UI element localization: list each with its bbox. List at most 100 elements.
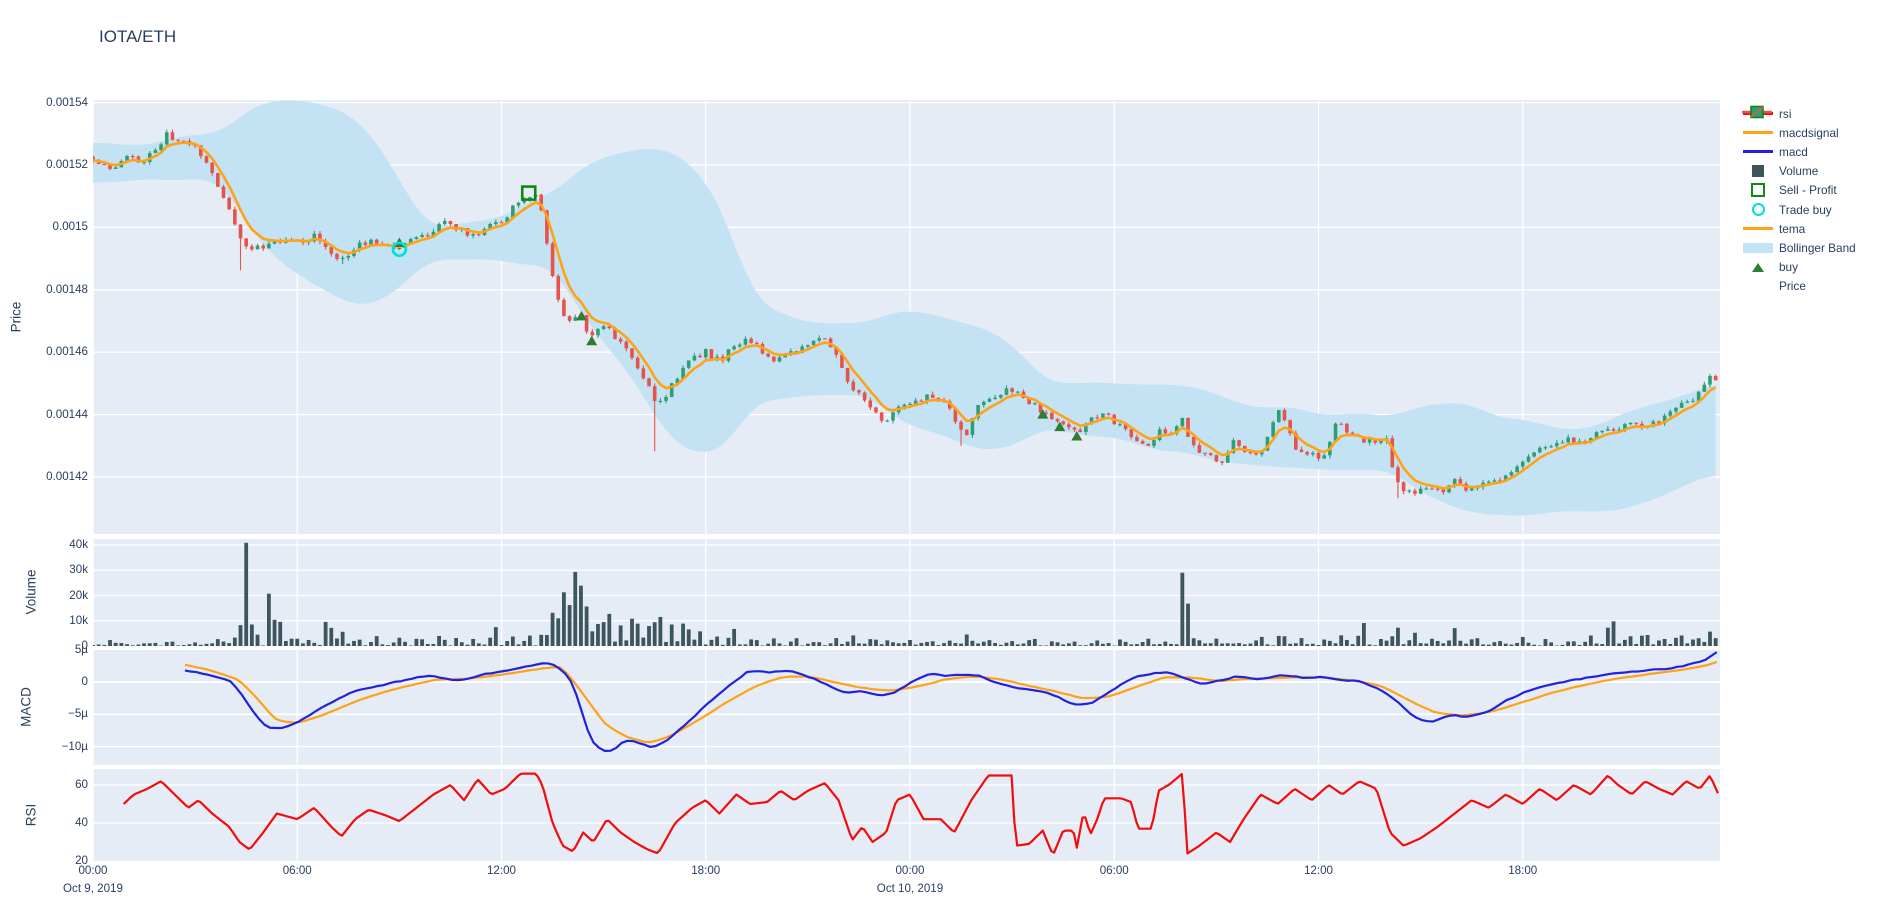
macd-panel[interactable] — [93, 650, 1720, 765]
candle-body — [1674, 407, 1678, 412]
sell-profit-marker[interactable] — [520, 185, 537, 201]
candle-body — [1305, 452, 1309, 455]
candle-body — [431, 231, 436, 236]
volume-bar — [754, 640, 759, 646]
bollinger-band-area — [93, 100, 1716, 516]
legend-item-volume[interactable]: Volume — [1742, 162, 1856, 181]
candle-body — [1367, 439, 1372, 443]
candle-body — [607, 326, 612, 329]
candle-body — [312, 233, 317, 242]
volume-panel[interactable] — [93, 539, 1720, 646]
macd-tick-label: 0 — [81, 675, 88, 688]
x-tick-label: 18:00 — [691, 864, 721, 877]
volume-bar — [579, 585, 583, 646]
rsi-panel[interactable] — [93, 769, 1720, 861]
candle-body — [823, 338, 827, 340]
legend-item-price[interactable]: Price — [1742, 105, 1856, 296]
buy-marker[interactable] — [1071, 430, 1083, 441]
volume-bar — [142, 643, 146, 646]
volume-bar — [227, 643, 232, 646]
candle-body — [93, 156, 95, 161]
candle-body — [692, 355, 697, 361]
candle-body — [1095, 417, 1100, 419]
legend-item-buy[interactable]: buy — [1742, 258, 1856, 277]
buy-marker[interactable] — [576, 310, 588, 321]
volume-bar — [1413, 632, 1417, 646]
volume-bar — [527, 635, 532, 646]
candle-body — [1430, 488, 1434, 490]
volume-bar — [1333, 643, 1338, 646]
volume-bar — [176, 645, 181, 646]
candle-body — [1010, 388, 1014, 392]
volume-bar — [987, 640, 992, 646]
buy-marker[interactable] — [1054, 421, 1066, 432]
volume-bar — [1327, 640, 1332, 646]
volume-bar — [193, 642, 198, 646]
buy-marker[interactable] — [586, 335, 598, 346]
candle-body — [800, 346, 805, 353]
volume-bar — [1339, 635, 1344, 646]
legend-item-label: Sell - Profit — [1779, 183, 1837, 198]
candle-body — [925, 394, 929, 402]
volume-bar — [232, 637, 237, 646]
candle-body — [238, 224, 243, 239]
candle-body — [363, 242, 368, 245]
volume-bar — [1157, 643, 1162, 646]
candle-body — [1157, 429, 1162, 441]
legend-item-tema[interactable]: tema — [1742, 219, 1856, 238]
volume-bar — [1032, 638, 1037, 646]
candle-body — [1316, 452, 1321, 459]
candle-body — [1345, 423, 1349, 433]
volume-bar — [1169, 643, 1173, 646]
candle-body — [1016, 391, 1020, 393]
trade-buy-marker[interactable] — [391, 241, 408, 258]
rsi-line — [122, 772, 1719, 855]
volume-bar — [630, 618, 634, 646]
volume-bar — [720, 644, 725, 646]
legend-item-macdsignal[interactable]: macdsignal — [1742, 123, 1856, 142]
candle-body — [635, 357, 640, 369]
candle-body — [1118, 424, 1122, 426]
volume-bar — [703, 644, 708, 646]
volume-bar — [788, 641, 793, 646]
volume-bar — [1146, 638, 1151, 646]
candle-body — [641, 368, 646, 379]
legend-item-bollinger[interactable]: Bollinger Band — [1742, 238, 1856, 257]
candle-body — [1311, 452, 1315, 455]
macd-tick-label: 5µ — [74, 642, 88, 656]
buy-marker[interactable] — [1037, 409, 1049, 419]
candle-body — [1322, 455, 1326, 459]
legend-item-label: tema — [1779, 221, 1806, 236]
legend-item-sell-profit[interactable]: Sell - Profit — [1742, 181, 1856, 200]
volume-bar — [1135, 644, 1139, 646]
candle-body — [1152, 440, 1156, 446]
volume-bar — [1452, 628, 1457, 646]
volume-bar — [1129, 644, 1134, 646]
tema-line — [93, 141, 1717, 490]
candle-body — [216, 173, 220, 187]
candle-body — [1452, 479, 1457, 486]
candle-body — [539, 194, 544, 211]
candle-body — [1600, 430, 1604, 433]
candle-body — [465, 228, 470, 236]
volume-bar — [658, 616, 663, 646]
volume-bar — [1140, 642, 1145, 646]
volume-bar — [613, 641, 617, 646]
candle-body — [669, 383, 674, 397]
volume-bar — [652, 622, 657, 646]
candle-body — [1549, 446, 1553, 448]
candle-body — [210, 162, 214, 174]
candle-body — [703, 349, 708, 358]
legend-item-macd[interactable]: macd — [1742, 142, 1856, 161]
candle-body — [346, 256, 351, 258]
volume-bar — [1191, 638, 1196, 646]
candle-body — [1628, 422, 1633, 425]
candle-body — [1191, 436, 1196, 446]
candle-body — [845, 367, 850, 382]
candle-body — [1594, 432, 1599, 439]
legend-item-trade-buy[interactable]: Trade buy — [1742, 200, 1856, 219]
candle-body — [766, 353, 770, 357]
volume-bar — [1628, 636, 1633, 646]
volume-bar — [1622, 639, 1627, 646]
